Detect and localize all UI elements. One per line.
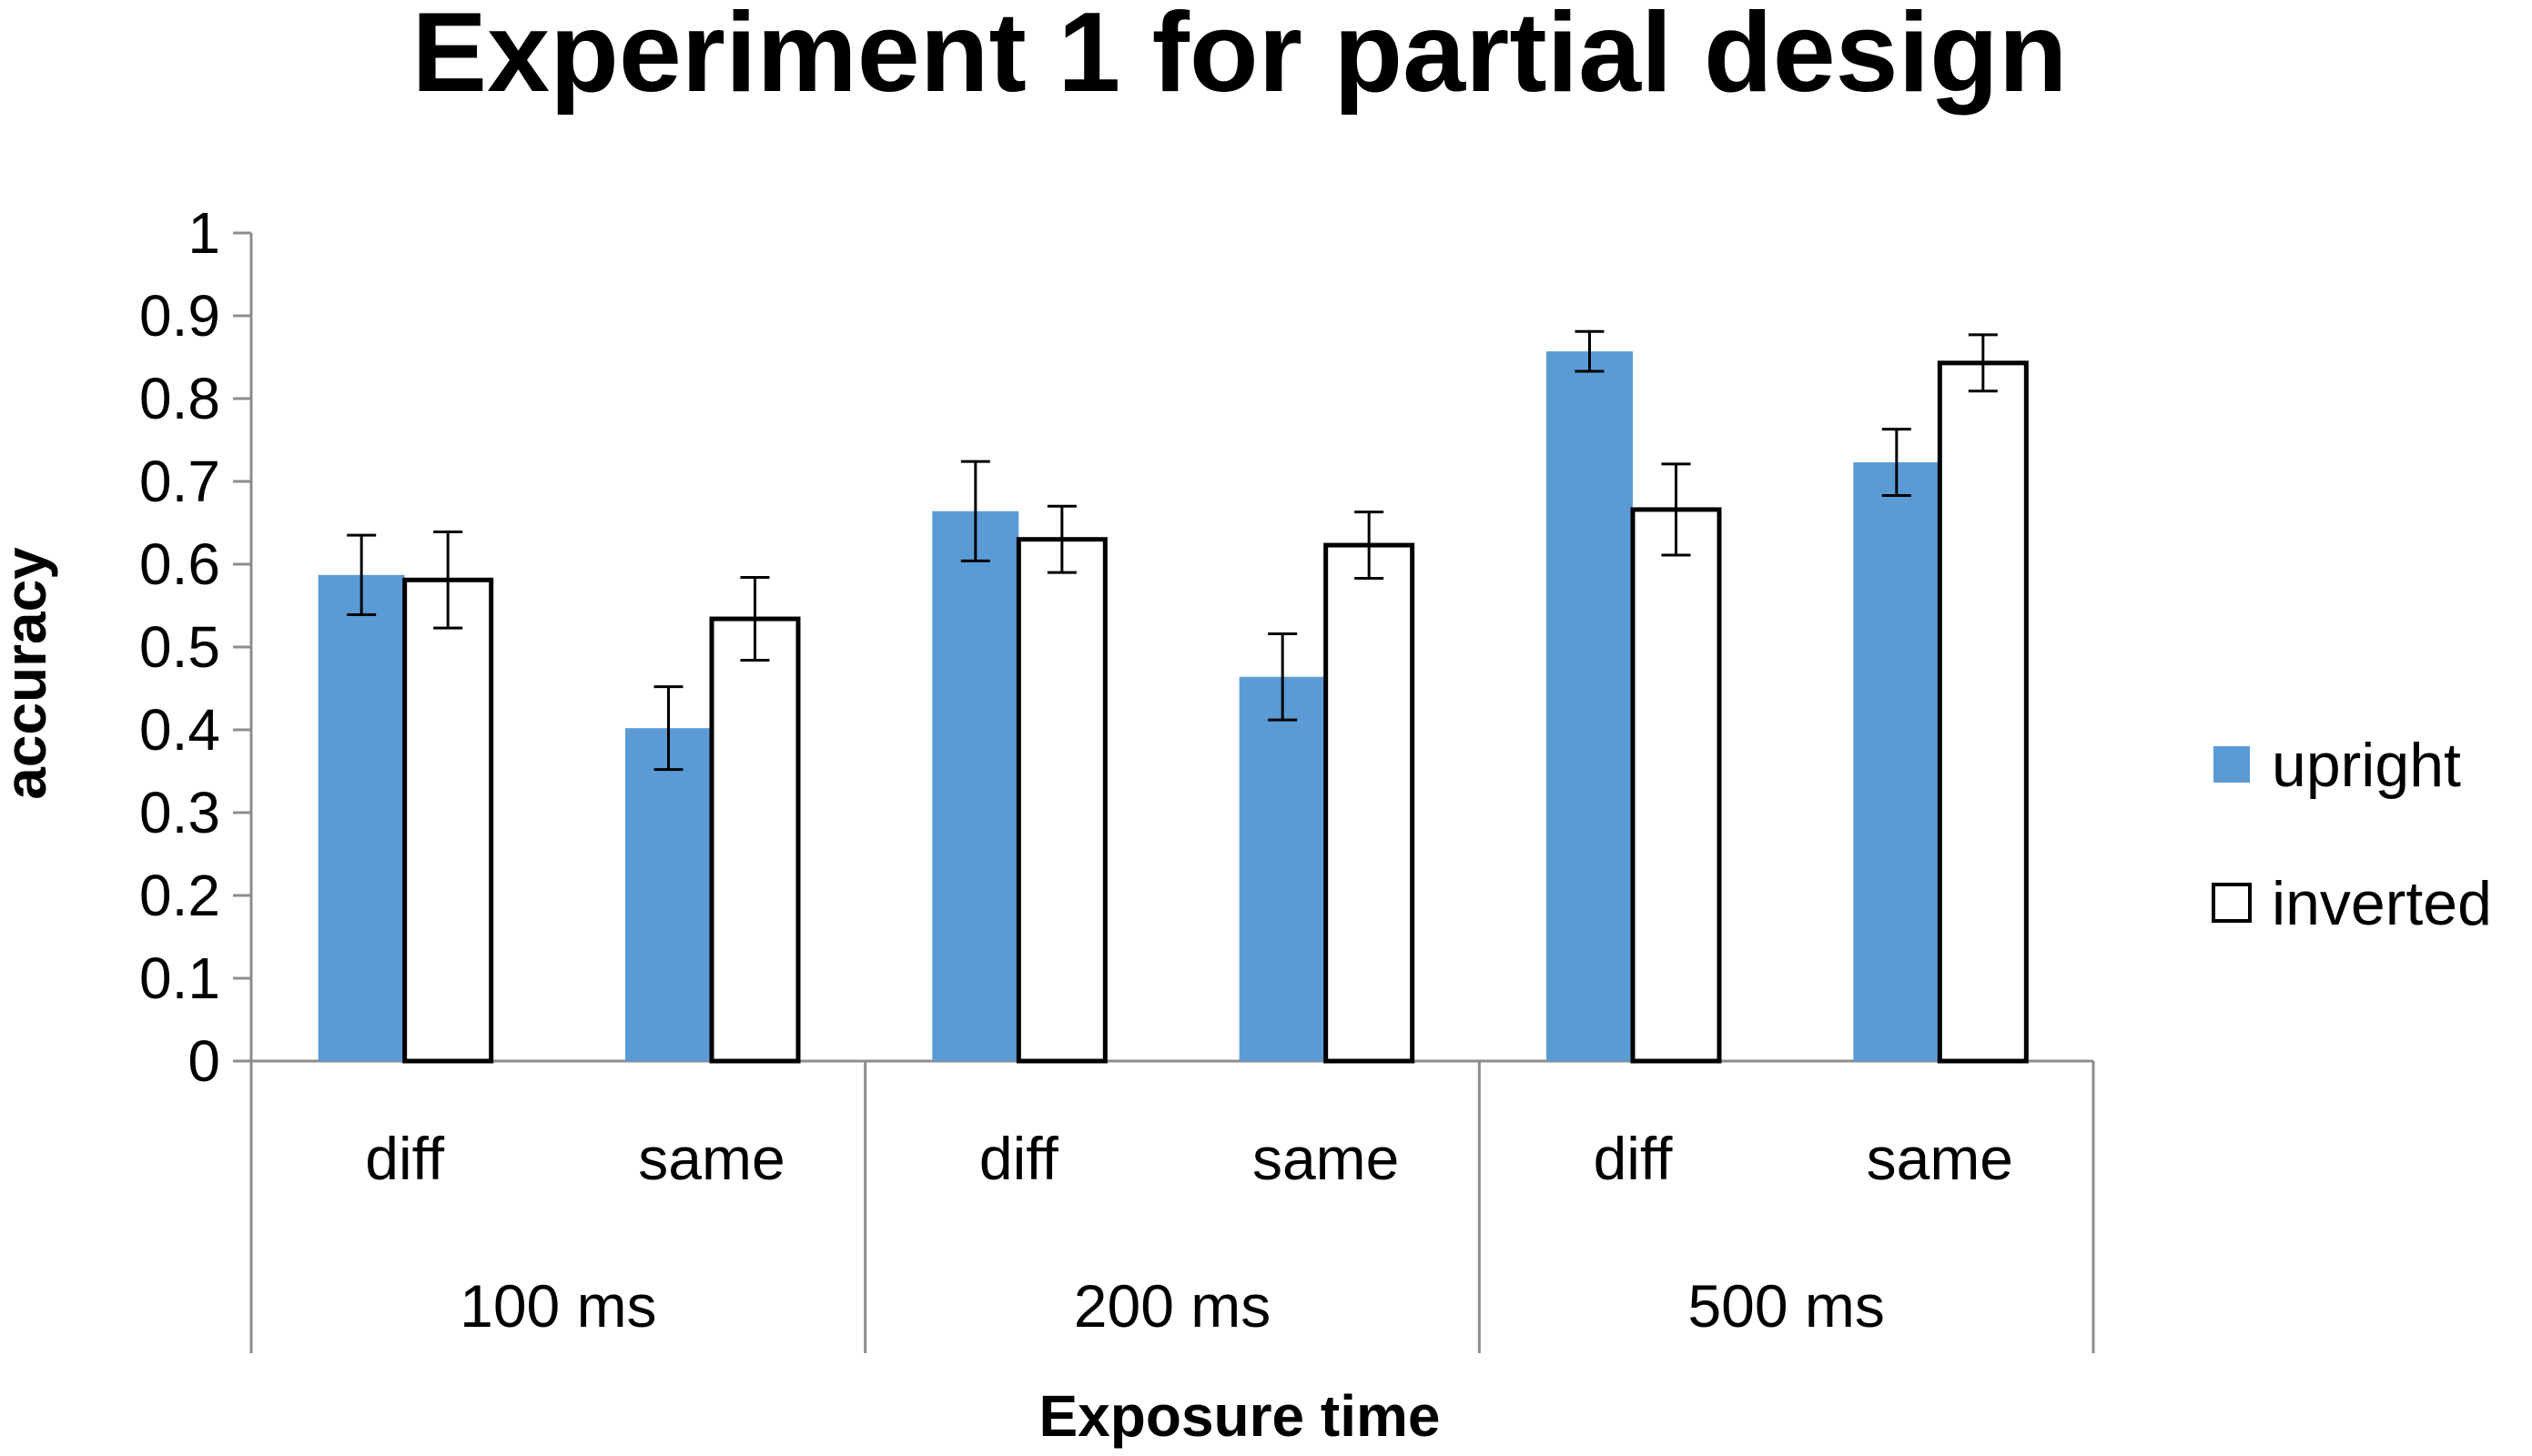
category-label: diff bbox=[979, 1125, 1059, 1192]
y-tick-label: 0.1 bbox=[139, 945, 220, 1011]
y-tick-label: 0.6 bbox=[139, 531, 220, 597]
bar-upright bbox=[625, 728, 712, 1061]
legend-label-upright: upright bbox=[2272, 731, 2461, 800]
category-label: same bbox=[638, 1125, 785, 1192]
category-label: diff bbox=[365, 1125, 445, 1192]
y-tick-label: 0.9 bbox=[139, 283, 220, 349]
bar-inverted bbox=[402, 577, 494, 1064]
chart-title: Experiment 1 for partial design bbox=[411, 0, 2067, 116]
category-label: same bbox=[1867, 1125, 2013, 1192]
bar-upright bbox=[932, 511, 1019, 1061]
legend-label-inverted: inverted bbox=[2272, 869, 2492, 938]
category-label: diff bbox=[1594, 1125, 1674, 1192]
legend-swatch-upright bbox=[2213, 746, 2250, 783]
group-label: 100 ms bbox=[460, 1272, 656, 1340]
category-label: same bbox=[1252, 1125, 1399, 1192]
x-axis-title: Exposure time bbox=[1038, 1383, 1440, 1449]
plot-area: 0 0.1 0.2 0.3 0.4 0.5 0.6 0.7 0.8 0.9 1 diff same dif… bbox=[139, 200, 2095, 1353]
y-tick-label: 0.4 bbox=[139, 697, 220, 763]
y-tick-label: 0.7 bbox=[139, 449, 220, 514]
legend: upright inverted bbox=[2212, 731, 2492, 938]
bar-inverted bbox=[709, 616, 801, 1064]
y-tick-label: 0.8 bbox=[139, 366, 220, 431]
y-tick-label: 1 bbox=[187, 200, 220, 266]
bar-upright bbox=[1546, 351, 1633, 1061]
y-tick-label: 0.5 bbox=[139, 614, 220, 680]
y-tick-label: 0.3 bbox=[139, 780, 220, 845]
bar-inverted bbox=[1016, 537, 1108, 1064]
group-label: 500 ms bbox=[1687, 1272, 1884, 1340]
bar-inverted bbox=[1937, 360, 2029, 1064]
y-tick-label: 0.2 bbox=[139, 863, 220, 928]
y-tick-label: 0 bbox=[187, 1028, 220, 1094]
bar-upright bbox=[1853, 462, 1940, 1061]
bar-upright bbox=[318, 574, 405, 1061]
bar-inverted bbox=[1630, 507, 1722, 1064]
bar-upright bbox=[1239, 676, 1326, 1061]
y-axis-title: accuracy bbox=[0, 547, 58, 800]
bar-inverted bbox=[1323, 542, 1415, 1064]
legend-swatch-inverted bbox=[2212, 883, 2252, 923]
group-label: 200 ms bbox=[1074, 1272, 1271, 1340]
